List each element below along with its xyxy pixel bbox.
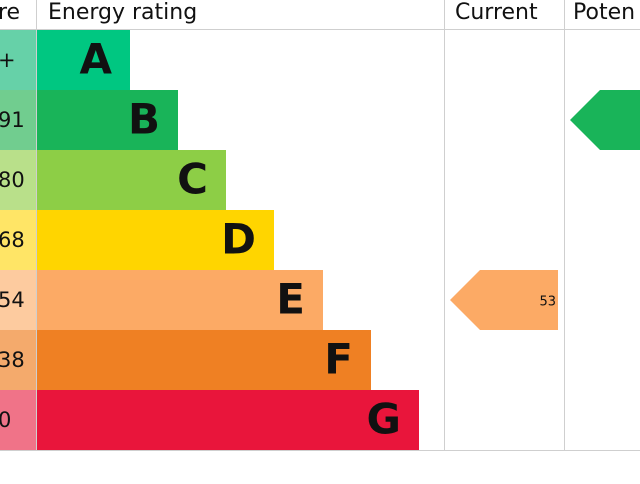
score-cell	[0, 90, 36, 150]
score-header: re	[0, 0, 20, 25]
rating-bar	[37, 150, 226, 210]
potential-arrow	[570, 90, 640, 150]
rating-bar	[37, 330, 371, 390]
rating-letter: B	[128, 95, 160, 144]
rating-letter: C	[177, 155, 208, 204]
rating-bar	[37, 210, 274, 270]
rating-letter: A	[79, 35, 112, 84]
score-label: 38	[0, 348, 25, 372]
rating-bar	[37, 390, 419, 450]
rating-bar	[37, 30, 130, 90]
score-label: 54	[0, 288, 25, 312]
rating-header: Energy rating	[48, 0, 197, 25]
current-header: Current	[455, 0, 538, 25]
score-cell	[0, 210, 36, 270]
rating-bar	[37, 90, 178, 150]
score-label: 0	[0, 408, 11, 432]
score-cell	[0, 150, 36, 210]
rating-bar	[37, 270, 323, 330]
score-label: 91	[0, 108, 25, 132]
score-label: 68	[0, 228, 25, 252]
score-cell	[0, 30, 36, 90]
rows: + A 91 B 80 C 68 D 54 E 38 F 0 G	[0, 30, 419, 450]
current-value: 53	[539, 295, 556, 310]
score-label: +	[0, 48, 16, 72]
grid	[0, 0, 640, 451]
current-arrow	[450, 270, 558, 330]
rating-letter: E	[276, 275, 305, 324]
rating-letter: G	[367, 395, 401, 444]
score-cell	[0, 270, 36, 330]
score-cell	[0, 330, 36, 390]
potential-header: Poten	[573, 0, 635, 25]
rating-letter: F	[324, 335, 353, 384]
score-cell	[0, 390, 36, 450]
rating-letter: D	[221, 215, 256, 264]
score-label: 80	[0, 168, 25, 192]
